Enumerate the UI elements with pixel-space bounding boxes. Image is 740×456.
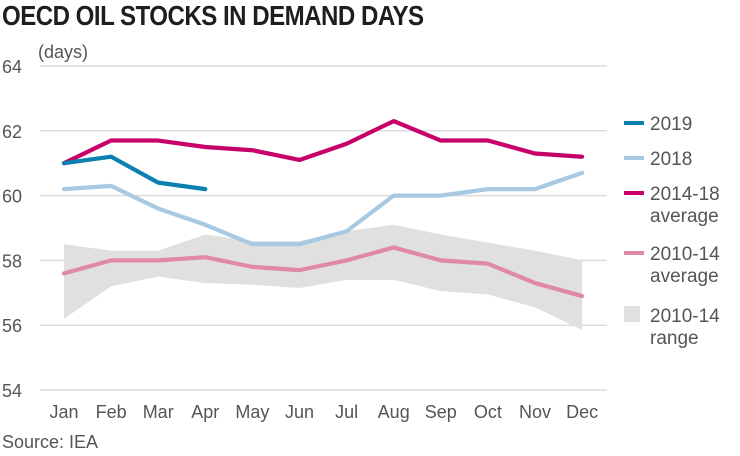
y-axis-ticks: 54 56 58 60 62 64 bbox=[2, 57, 22, 401]
legend-label: 2019 bbox=[650, 114, 692, 135]
x-tick-label: Oct bbox=[474, 402, 502, 422]
range-band bbox=[64, 224, 583, 331]
gridlines bbox=[40, 65, 607, 391]
legend-swatch bbox=[624, 156, 644, 160]
y-tick-label: 60 bbox=[2, 187, 22, 207]
y-axis-label: (days) bbox=[38, 42, 88, 62]
legend-item-2018: 2018 bbox=[624, 149, 692, 170]
legend-swatch bbox=[624, 121, 644, 125]
x-axis-ticks: Jan Feb Mar Apr May Jun Jul Aug Sep Oct Nov Dec bbox=[49, 402, 598, 422]
legend-swatch bbox=[624, 191, 644, 195]
legend-swatch bbox=[624, 306, 640, 322]
x-tick-label: Jan bbox=[49, 402, 78, 422]
legend-label: average bbox=[650, 206, 719, 227]
legend: 201920182014-18average2010-14average2010… bbox=[624, 114, 720, 349]
legend-label: 2018 bbox=[650, 149, 692, 170]
x-tick-label: Jul bbox=[335, 402, 358, 422]
y-tick-label: 54 bbox=[2, 381, 22, 401]
legend-label: range bbox=[650, 328, 699, 349]
x-tick-label: Mar bbox=[143, 402, 174, 422]
series-line-2019 bbox=[61, 154, 208, 192]
x-tick-label: Sep bbox=[425, 402, 457, 422]
x-tick-label: Aug bbox=[378, 402, 410, 422]
y-tick-label: 64 bbox=[2, 57, 22, 77]
y-tick-label: 58 bbox=[2, 251, 22, 271]
chart-title: OECD OIL STOCKS IN DEMAND DAYS bbox=[2, 0, 424, 31]
legend-label: 2014-18 bbox=[650, 184, 720, 205]
legend-label: average bbox=[650, 266, 719, 287]
series-lines bbox=[61, 118, 585, 299]
x-tick-label: Feb bbox=[96, 402, 127, 422]
legend-swatch bbox=[624, 251, 644, 255]
legend-item-2019: 2019 bbox=[624, 114, 692, 135]
x-tick-label: May bbox=[235, 402, 269, 422]
series-line-2014-18-average bbox=[61, 118, 585, 166]
y-tick-label: 56 bbox=[2, 316, 22, 336]
x-tick-label: Apr bbox=[191, 402, 219, 422]
x-tick-label: Jun bbox=[285, 402, 314, 422]
series-line-2010-14-average bbox=[61, 245, 585, 299]
series-line-2018 bbox=[61, 170, 585, 247]
y-tick-label: 62 bbox=[2, 122, 22, 142]
legend-label: 2010-14 bbox=[650, 306, 720, 327]
source-note: Source: IEA bbox=[2, 432, 99, 452]
x-tick-label: Nov bbox=[519, 402, 551, 422]
x-tick-label: Dec bbox=[566, 402, 598, 422]
range-band-area bbox=[64, 224, 583, 331]
legend-label: 2010-14 bbox=[650, 244, 720, 265]
